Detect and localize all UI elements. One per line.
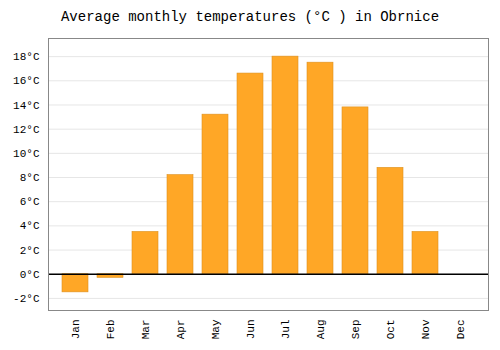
svg-text:Jun: Jun [245,320,257,340]
svg-text:12°C: 12°C [13,124,40,136]
svg-text:16°C: 16°C [13,75,40,87]
svg-text:May: May [210,319,222,339]
svg-text:Aug: Aug [315,320,327,340]
html-text:Average monthly temperatures (: Average monthly temperatures (°C ) in Ob… [61,9,439,25]
svg-text:18°C: 18°C [13,51,40,63]
svg-text:Feb: Feb [105,320,117,340]
svg-text:-2°C: -2°C [13,293,40,305]
svg-text:6°C: 6°C [20,196,40,208]
svg-text:8°C: 8°C [20,172,40,184]
svg-text:14°C: 14°C [13,100,40,112]
svg-text:2°C: 2°C [20,245,40,257]
svg-text:Oct: Oct [385,320,397,340]
svg-text:Dec: Dec [455,320,467,340]
svg-text:Apr: Apr [175,320,187,340]
svg-text:Sep: Sep [350,320,362,340]
svg-text:Jan: Jan [70,320,82,340]
svg-text:Nov: Nov [420,319,432,339]
svg-text:0°C: 0°C [20,269,40,281]
svg-text:4°C: 4°C [20,220,40,232]
svg-text:Mar: Mar [140,320,152,340]
svg-text:10°C: 10°C [13,148,40,160]
svg-text:Jul: Jul [280,320,292,340]
